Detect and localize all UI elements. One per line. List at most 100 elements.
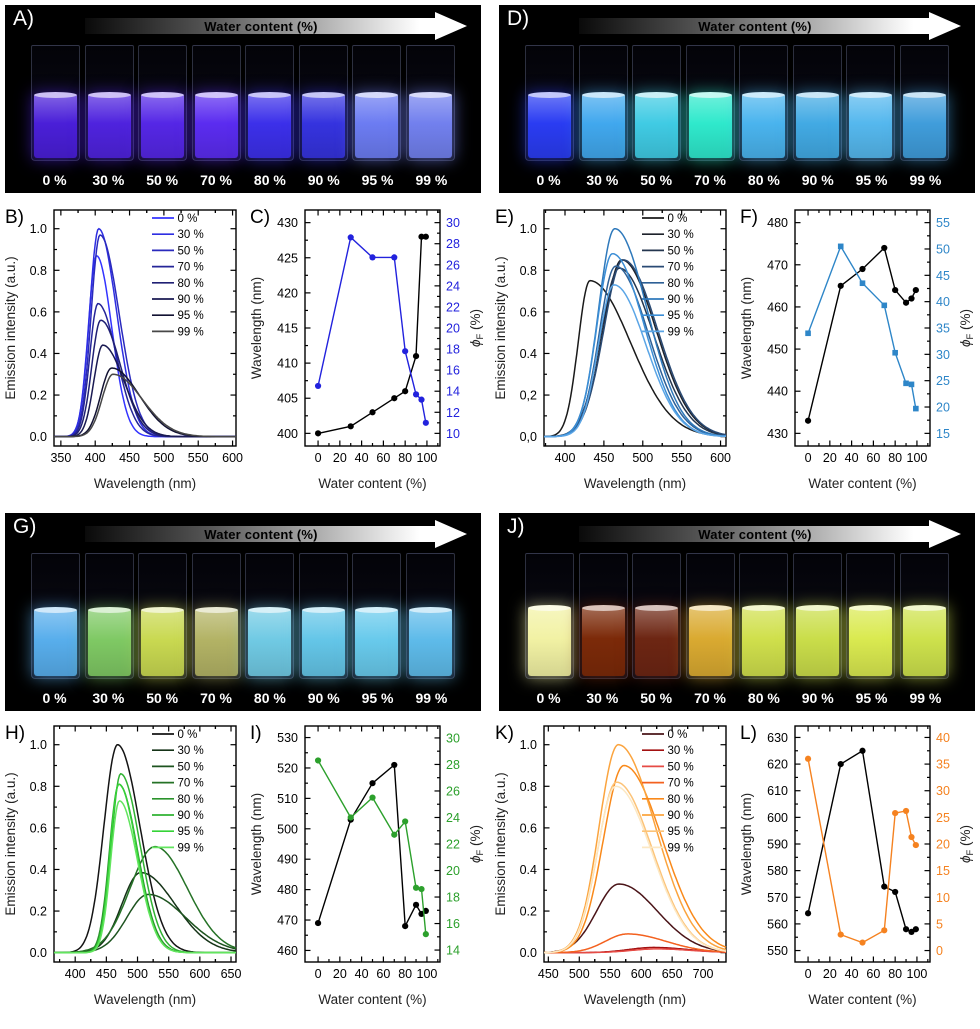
wavelength-series-point — [881, 883, 888, 890]
right-y-tick-label: 30 — [936, 784, 950, 798]
cuvette-meniscus — [849, 92, 893, 99]
photo-panel-A: A) Water content (%) 0 % 30 % 50 % 70 % 80 % 90… — [5, 5, 481, 193]
cuvette-meniscus — [688, 604, 732, 611]
right-axis-title: ϕF (%) — [468, 825, 486, 863]
cuvette-label: 0 % — [42, 172, 67, 188]
right-y-tick-label: 18 — [446, 891, 460, 905]
x-tick-label: 550 — [671, 451, 692, 465]
cuvette-liquid — [688, 604, 732, 676]
cuvette — [191, 553, 241, 679]
cuvette-liquid — [141, 607, 185, 676]
x-tick-label: 0 — [315, 967, 322, 981]
arrow-gradient-bar — [579, 526, 931, 542]
panel-label: B) — [5, 207, 24, 228]
y-tick-label: 0,2 — [520, 389, 537, 403]
cuvette-meniscus — [408, 92, 452, 99]
spectrum-curve-70% — [54, 302, 236, 438]
legend-label: 90 % — [178, 294, 204, 306]
cuvette — [31, 553, 80, 679]
panel-label: K) — [495, 723, 514, 744]
x-tick-label: 100 — [417, 451, 438, 465]
phi-series-point — [859, 939, 866, 946]
legend-label: 70 % — [668, 262, 694, 274]
left-y-tick-label: 530 — [277, 731, 298, 745]
right-y-tick-label: 26 — [446, 258, 460, 272]
spectrum-curve-99% — [544, 785, 727, 954]
arrow-head — [929, 520, 961, 548]
left-y-tick-label: 580 — [767, 864, 788, 878]
arrow-gradient-bar — [579, 18, 931, 34]
right-y-tick-label: 10 — [446, 427, 460, 441]
arrow-label: Water content (%) — [204, 526, 318, 542]
cuvette-meniscus — [141, 607, 185, 614]
water-content-arrow: Water content (%) — [579, 520, 961, 548]
x-tick-label: 80 — [398, 967, 412, 981]
legend-label: 50 % — [178, 761, 204, 773]
y-tick-label: 0.0 — [30, 430, 47, 444]
phi-series-point — [881, 927, 888, 934]
spectrum-curve-50% — [544, 948, 727, 954]
cuvette-label: 70 % — [200, 172, 232, 188]
x-tick-label: 700 — [693, 967, 714, 981]
cuvette-liquid — [742, 604, 786, 676]
phi-series-point — [913, 405, 919, 412]
legend-label: 0 % — [178, 729, 198, 741]
spectrum-curve-90% — [543, 743, 727, 954]
water-content-arrow: Water content (%) — [85, 12, 467, 40]
legend-label: 99 % — [178, 842, 204, 854]
legend-label: 95 % — [668, 310, 694, 322]
cuvette-meniscus — [355, 607, 399, 614]
y-tick-label: 0.8 — [520, 780, 537, 794]
wavelength-series-point — [859, 265, 866, 273]
x-tick-label: 550 — [600, 967, 621, 981]
y-axis-title: Emission intensity (a.u.) — [493, 256, 508, 399]
cuvette — [792, 45, 842, 161]
y-tick-label: 0.6 — [520, 821, 537, 835]
arrow-label: Water content (%) — [204, 18, 318, 34]
phi-series-point — [402, 348, 409, 355]
cuvette-meniscus — [194, 92, 238, 99]
cuvette-meniscus — [635, 604, 679, 611]
cuvette-liquid — [528, 604, 571, 676]
phi-series-point — [912, 841, 919, 849]
wavelength-series-point — [892, 888, 899, 896]
wavelength-series-line — [807, 749, 917, 933]
legend-label: 30 % — [178, 745, 204, 757]
wavelength-series-point — [804, 417, 812, 424]
cuvette-label: 90 % — [307, 690, 340, 706]
wavelength-series-point — [892, 286, 899, 294]
phi-series-point — [369, 254, 376, 261]
x-tick-label: 450 — [119, 451, 140, 465]
photo-panel-label: A) — [13, 7, 34, 30]
right-y-tick-label: 20 — [936, 838, 950, 852]
x-tick-label: 80 — [888, 967, 902, 981]
x-axis-title: Water content (%) — [808, 476, 916, 491]
x-tick-label: 350 — [50, 451, 71, 465]
cuvette — [191, 45, 241, 161]
right-y-tick-label: 22 — [446, 300, 460, 314]
cuvette-label: 0 % — [536, 172, 561, 188]
phi-series-point — [391, 254, 398, 261]
x-tick-label: 400 — [555, 451, 576, 465]
x-tick-label: 20 — [333, 451, 347, 465]
cuvette — [578, 553, 628, 679]
x-tick-label: 650 — [221, 967, 242, 981]
plot-frame — [543, 725, 727, 963]
phi-series-point — [908, 381, 915, 388]
cuvette-meniscus — [528, 604, 571, 611]
left-y-tick-label: 450 — [767, 343, 788, 357]
cuvette-label: 50 % — [640, 690, 673, 706]
cuvette — [739, 553, 789, 679]
left-y-tick-label: 550 — [767, 944, 788, 958]
wavelength-series-point — [347, 423, 354, 430]
y-tick-label: 0.4 — [520, 863, 537, 877]
chart-K-svg: K) 450 500 550 600 650 700 0.0 0.2 0.4 0.6 0.8 1.0 0 … — [493, 723, 727, 1007]
right-y-tick-label: 40 — [936, 295, 950, 309]
cuvette — [84, 553, 134, 679]
cuvette-label: 70 % — [694, 172, 726, 188]
cuvette-row — [31, 45, 455, 161]
cuvette-label: 80 % — [747, 172, 780, 188]
cuvette-liquid — [301, 607, 345, 676]
cuvette-label: 80 % — [253, 172, 286, 188]
